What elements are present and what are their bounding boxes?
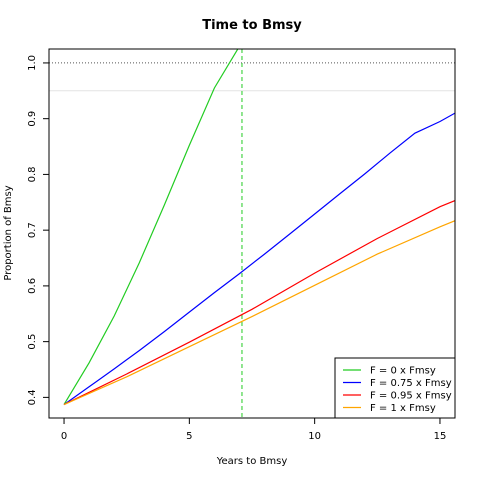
x-axis-label: Years to Bmsy bbox=[216, 456, 288, 467]
series-line-1 bbox=[63, 112, 455, 406]
y-tick-label-6: 1.0 bbox=[27, 55, 38, 71]
legend-label-1: F = 0.75 x Fmsy bbox=[370, 378, 452, 389]
y-tick-label-1: 0.5 bbox=[27, 334, 38, 350]
y-axis-label: Proportion of Bmsy bbox=[3, 185, 14, 280]
x-tick-label-3: 15 bbox=[434, 431, 447, 442]
y-tick-label-2: 0.6 bbox=[27, 278, 38, 294]
plot-series-group bbox=[49, 49, 455, 418]
plot-border bbox=[48, 48, 456, 419]
x-tick-label-1: 5 bbox=[186, 431, 192, 442]
y-tick-label-3: 0.7 bbox=[27, 222, 38, 238]
legend-label-3: F = 1 x Fmsy bbox=[370, 403, 436, 414]
series-line-3 bbox=[63, 220, 455, 406]
y-tick-label-0: 0.4 bbox=[27, 389, 38, 405]
y-tick-label-5: 0.9 bbox=[27, 111, 38, 127]
legend-label-0: F = 0 x Fmsy bbox=[370, 366, 436, 377]
x-tick-label-0: 0 bbox=[61, 431, 67, 442]
y-tick-label-4: 0.8 bbox=[27, 166, 38, 182]
series-line-0 bbox=[63, 49, 239, 405]
plot-area: 0 5 10 150.40.50.60.70.80.91.0F = 0 x FmsyF… bbox=[27, 48, 456, 442]
series-line-2 bbox=[63, 200, 455, 406]
chart-title: Time to Bmsy bbox=[202, 18, 302, 33]
x-tick-label-2: 10 bbox=[308, 431, 321, 442]
legend-label-2: F = 0.95 x Fmsy bbox=[370, 391, 452, 402]
